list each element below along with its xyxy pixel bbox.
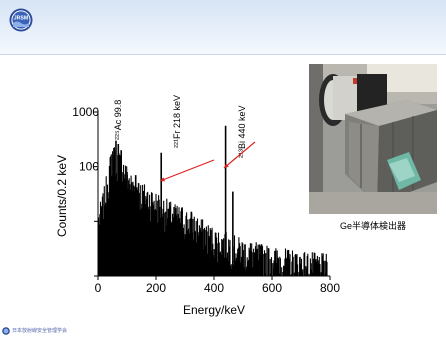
x-tick-label: 800 [320,281,340,295]
spectrum-bars [98,125,328,276]
header-divider [0,54,446,55]
peak-annotations: ²²⁵Ac 99.8 ²²¹Fr 218 keV ²¹³Bi 440 keV [113,95,256,182]
x-ticks: 0 200 400 600 800 [95,276,340,295]
header-band [0,0,446,54]
peak-arrow [223,141,256,169]
x-axis-title: Energy/keV [183,303,245,317]
footer-logo-icon [2,327,10,335]
peak-arrow [159,159,215,182]
peak-arrow-head [224,163,229,168]
ge-detector-photo [309,64,437,214]
x-tick-label: 200 [146,281,166,295]
x-tick-label: 400 [204,281,224,295]
photo-caption: Ge半導体検出器 [339,221,406,231]
y-ticks: 100 1000 [72,105,99,277]
peak-arrow-head [160,177,165,182]
peak-label: ²²⁵Ac 99.8 [113,100,123,140]
y-tick-label: 100 [79,160,99,174]
peak-label: ²²¹Fr 218 keV [172,95,182,148]
logo-text: JRSM [14,16,28,22]
y-tick-label: 1000 [72,105,99,119]
footer-org-name: 日本放射線安全管理学会 [12,328,68,334]
x-tick-label: 0 [95,281,102,295]
y-axis-title: Counts/0.2 keV [55,155,69,237]
spectrum-continuum [98,147,328,276]
jrsm-logo-icon: JRSM [9,8,33,32]
peak-label: ²¹³Bi 440 keV [237,105,247,158]
x-tick-label: 600 [262,281,282,295]
